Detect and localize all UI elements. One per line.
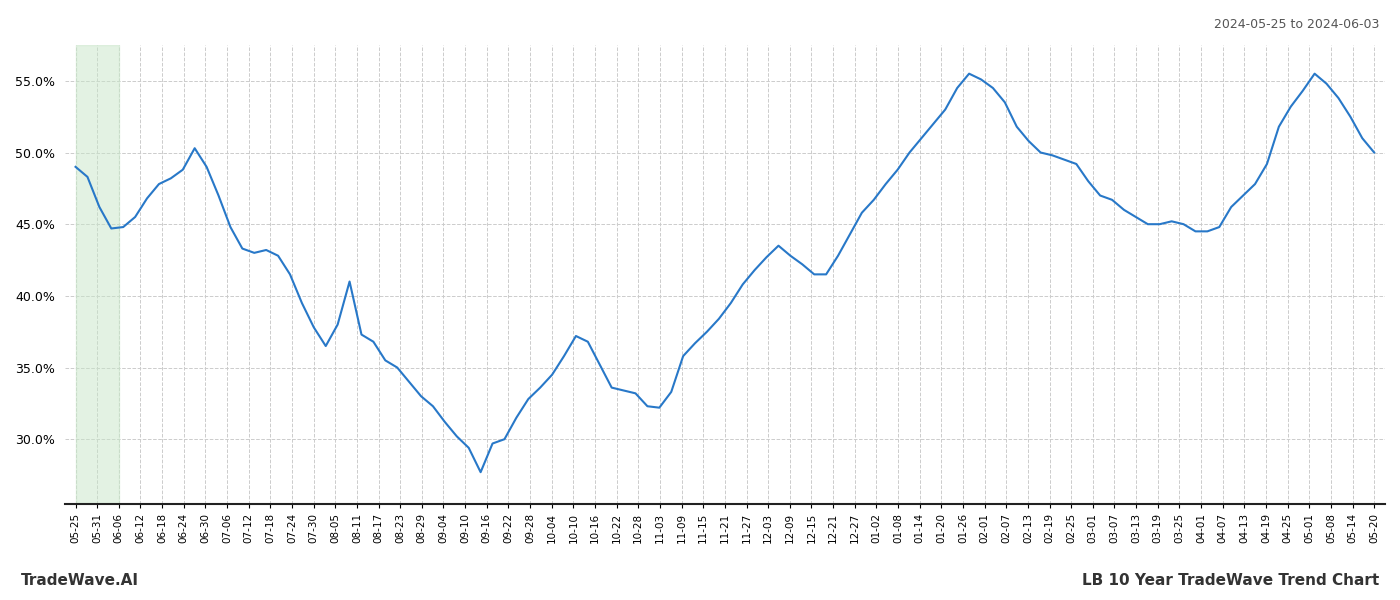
Text: LB 10 Year TradeWave Trend Chart: LB 10 Year TradeWave Trend Chart <box>1082 573 1379 588</box>
Text: TradeWave.AI: TradeWave.AI <box>21 573 139 588</box>
Text: 2024-05-25 to 2024-06-03: 2024-05-25 to 2024-06-03 <box>1214 18 1379 31</box>
Bar <box>76 45 119 504</box>
